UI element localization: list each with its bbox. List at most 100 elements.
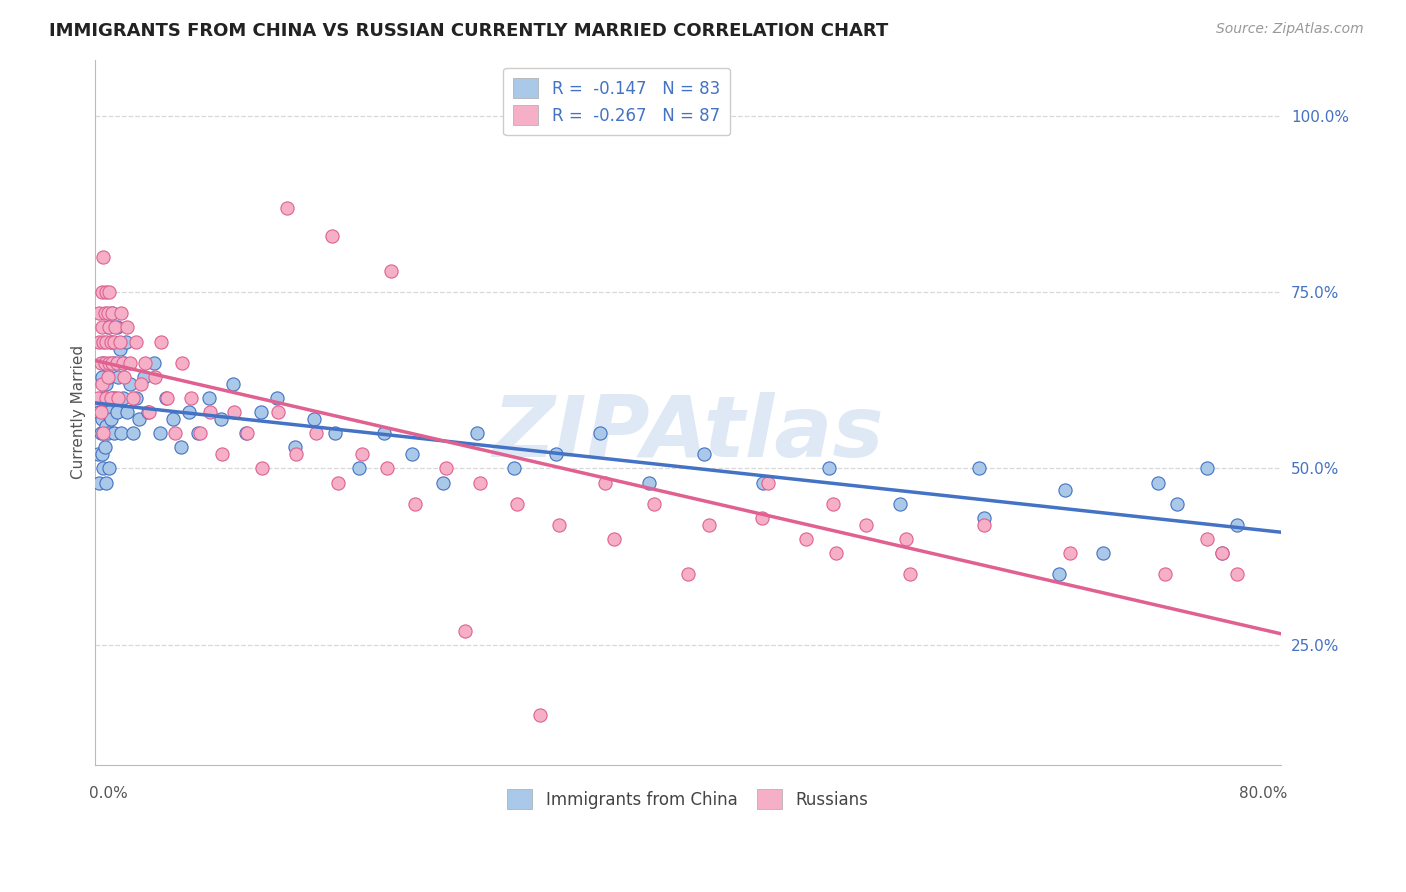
Point bbox=[285, 447, 308, 461]
Point bbox=[105, 405, 128, 419]
Point bbox=[100, 334, 122, 349]
Point bbox=[103, 356, 125, 370]
Point bbox=[93, 356, 115, 370]
Point bbox=[380, 264, 402, 278]
Point bbox=[697, 517, 720, 532]
Point bbox=[89, 391, 111, 405]
Point bbox=[163, 426, 186, 441]
Text: Source: ZipAtlas.com: Source: ZipAtlas.com bbox=[1216, 22, 1364, 37]
Point bbox=[162, 412, 184, 426]
Point bbox=[97, 426, 120, 441]
Point bbox=[87, 334, 110, 349]
Point bbox=[93, 461, 115, 475]
Point bbox=[136, 405, 159, 419]
Point bbox=[321, 228, 343, 243]
Point bbox=[111, 391, 134, 405]
Point bbox=[142, 356, 165, 370]
Point bbox=[506, 497, 529, 511]
Point bbox=[89, 405, 111, 419]
Point bbox=[103, 426, 125, 441]
Point bbox=[129, 376, 152, 391]
Point bbox=[122, 391, 145, 405]
Point bbox=[266, 391, 288, 405]
Point bbox=[1195, 532, 1218, 546]
Point bbox=[105, 356, 128, 370]
Point bbox=[1059, 546, 1081, 560]
Point bbox=[221, 376, 243, 391]
Point bbox=[98, 405, 121, 419]
Point bbox=[1047, 567, 1070, 582]
Point bbox=[404, 497, 426, 511]
Point bbox=[302, 412, 325, 426]
Point bbox=[96, 391, 118, 405]
Point bbox=[91, 320, 114, 334]
Point bbox=[91, 447, 114, 461]
Point bbox=[156, 391, 179, 405]
Point bbox=[132, 369, 155, 384]
Point bbox=[87, 475, 110, 490]
Point bbox=[169, 440, 191, 454]
Point bbox=[145, 369, 167, 384]
Point bbox=[304, 426, 326, 441]
Point bbox=[103, 334, 125, 349]
Point bbox=[115, 405, 138, 419]
Point bbox=[101, 356, 124, 370]
Point bbox=[465, 426, 488, 441]
Point bbox=[284, 440, 307, 454]
Point bbox=[222, 405, 245, 419]
Point bbox=[593, 475, 616, 490]
Point bbox=[150, 334, 173, 349]
Point bbox=[107, 391, 129, 405]
Point bbox=[96, 419, 118, 434]
Y-axis label: Currently Married: Currently Married bbox=[72, 345, 86, 479]
Point bbox=[547, 517, 569, 532]
Text: 0.0%: 0.0% bbox=[89, 786, 128, 801]
Point bbox=[1092, 546, 1115, 560]
Point bbox=[96, 376, 118, 391]
Point bbox=[97, 320, 120, 334]
Point bbox=[108, 342, 131, 356]
Point bbox=[401, 447, 423, 461]
Point bbox=[94, 356, 117, 370]
Point bbox=[115, 320, 138, 334]
Point bbox=[350, 447, 373, 461]
Point bbox=[432, 475, 454, 490]
Point bbox=[96, 285, 118, 300]
Point bbox=[110, 306, 132, 320]
Point bbox=[817, 461, 839, 475]
Point bbox=[1211, 546, 1233, 560]
Point bbox=[155, 391, 177, 405]
Point bbox=[89, 426, 111, 441]
Point bbox=[97, 369, 120, 384]
Point bbox=[101, 391, 124, 405]
Point bbox=[889, 497, 911, 511]
Point bbox=[97, 306, 120, 320]
Point bbox=[120, 356, 142, 370]
Point bbox=[98, 285, 121, 300]
Point bbox=[98, 320, 121, 334]
Point bbox=[86, 391, 108, 405]
Point bbox=[149, 426, 172, 441]
Point bbox=[235, 426, 257, 441]
Point bbox=[112, 369, 135, 384]
Point bbox=[125, 334, 148, 349]
Point bbox=[120, 376, 142, 391]
Point bbox=[967, 461, 990, 475]
Text: 80.0%: 80.0% bbox=[1239, 786, 1286, 801]
Point bbox=[93, 426, 115, 441]
Point bbox=[100, 334, 122, 349]
Point bbox=[1166, 497, 1188, 511]
Point bbox=[125, 391, 148, 405]
Point bbox=[179, 405, 201, 419]
Point bbox=[112, 356, 135, 370]
Point bbox=[94, 391, 117, 405]
Point bbox=[91, 369, 114, 384]
Point bbox=[180, 391, 202, 405]
Point bbox=[1211, 546, 1233, 560]
Point bbox=[98, 369, 121, 384]
Point bbox=[643, 497, 665, 511]
Point bbox=[503, 461, 526, 475]
Point bbox=[249, 405, 271, 419]
Point bbox=[96, 475, 118, 490]
Point bbox=[107, 369, 129, 384]
